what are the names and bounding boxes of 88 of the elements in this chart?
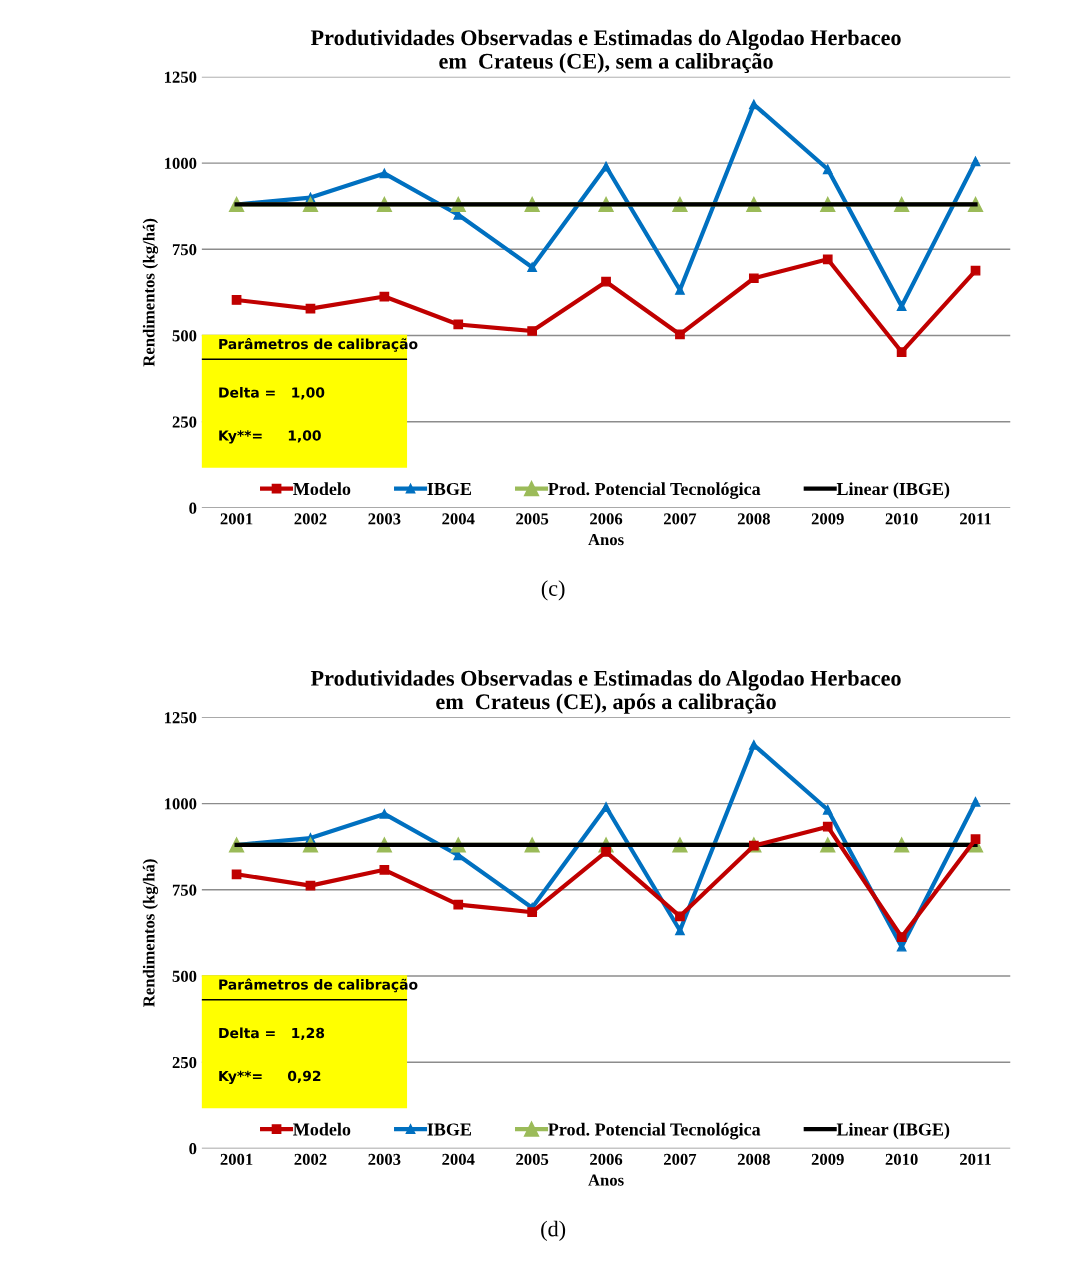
point [601, 846, 611, 857]
x-tick-label: 2001 [220, 1153, 253, 1166]
annotation: Delta = 1,00 [219, 386, 325, 400]
x-tick-label: 2001 [220, 513, 253, 525]
point [822, 804, 833, 815]
point [675, 911, 685, 922]
point [379, 809, 390, 819]
point [822, 164, 833, 175]
y-tick-label: 1250 [164, 712, 197, 724]
x-tick-label: 2006 [590, 1153, 623, 1166]
x-tick-label: 2008 [737, 1153, 770, 1166]
text: (d) [541, 1220, 566, 1241]
annotation: Ky**= 0,92 [219, 1070, 321, 1085]
y-tick-label: 1250 [164, 71, 197, 83]
point [601, 802, 611, 812]
x-tick-label: 2007 [663, 1153, 697, 1166]
x-tick-label: 2011 [960, 513, 991, 525]
legend-label: Prod. Potencial Tecnológica [548, 1122, 761, 1140]
point [379, 291, 390, 302]
point [675, 329, 685, 340]
x-tick-label: 2010 [885, 513, 918, 525]
x-tick-label: 2008 [737, 513, 770, 525]
y-tick-label: 250 [172, 1056, 197, 1069]
legend-label: Linear (IBGE) [836, 482, 950, 499]
point [896, 932, 907, 942]
x-tick-label: 2009 [811, 1153, 844, 1166]
point [970, 265, 981, 276]
y-tick-label: 500 [172, 330, 197, 342]
x-axis-title: Anos [588, 1174, 624, 1186]
x-tick-label: 2006 [590, 513, 623, 525]
legend-label: Modelo [293, 1122, 351, 1136]
x-tick-label: 2009 [811, 513, 844, 525]
x-tick-label: 2011 [960, 1153, 991, 1166]
point [379, 864, 390, 875]
x-tick-label: 2005 [516, 513, 549, 525]
y-axis-title: Rendimentos (kg/há) [142, 218, 159, 367]
chart-title: Produtividades Observadas e Estimadas do Algodao Herbaceo em Crateus (CE), sem a calibração [310, 29, 901, 74]
point [822, 254, 833, 265]
legend-label: IBGE [427, 482, 472, 496]
point [379, 168, 390, 179]
point [453, 899, 464, 910]
x-axis-title: Anos [588, 534, 624, 546]
point [970, 796, 981, 807]
point [527, 907, 538, 918]
y-tick-label: 0 [189, 502, 197, 514]
point [675, 285, 685, 295]
point [527, 326, 538, 336]
y-tick-label: 250 [172, 416, 197, 428]
legend-label: Modelo [293, 482, 351, 496]
x-tick-label: 2004 [442, 513, 475, 525]
point [748, 740, 759, 750]
point [527, 262, 538, 273]
x-tick-label: 2005 [516, 1153, 549, 1166]
point [970, 156, 981, 167]
annotation: Ky**= 1,00 [219, 430, 321, 444]
y-tick-label: 1000 [164, 798, 197, 810]
point [896, 301, 907, 312]
y-tick-label: 750 [172, 884, 197, 896]
annotation: Delta = 1,28 [219, 1027, 325, 1040]
point [453, 319, 464, 330]
legend-label: IBGE [427, 1123, 472, 1136]
y-tick-label: 0 [189, 1143, 197, 1155]
point [896, 347, 907, 357]
x-tick-label: 2002 [294, 1153, 327, 1166]
point [601, 161, 611, 172]
point [822, 821, 833, 832]
y-tick-label: 1000 [164, 157, 197, 170]
chart-title: Produtividades Observadas e Estimadas do Algodao Herbaceo em Crateus (CE), após a calibração [310, 670, 901, 714]
x-tick-label: 2007 [663, 513, 697, 525]
y-axis-title: Rendimentos (kg/há) [142, 859, 159, 1007]
x-tick-label: 2004 [442, 1153, 475, 1166]
x-tick-label: 2003 [368, 513, 401, 525]
point [231, 295, 242, 305]
legend-label: Linear (IBGE) [836, 1122, 950, 1140]
x-tick-label: 2002 [294, 513, 327, 525]
point [231, 869, 242, 880]
point [601, 276, 611, 287]
y-tick-label: 500 [172, 970, 197, 982]
x-tick-label: 2010 [885, 1153, 918, 1166]
legend-label: Prod. Potencial Tecnológica [548, 482, 761, 499]
y-tick-label: 750 [172, 243, 197, 256]
point [896, 941, 907, 952]
text: (c) [541, 580, 565, 601]
point [748, 273, 759, 284]
x-tick-label: 2003 [368, 1153, 401, 1166]
point [305, 880, 316, 891]
point [970, 834, 981, 844]
point [675, 925, 685, 936]
